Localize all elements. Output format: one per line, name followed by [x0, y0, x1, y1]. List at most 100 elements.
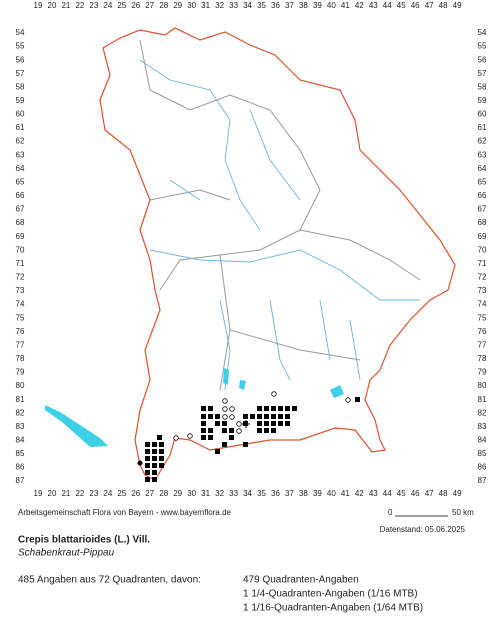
y-label: 61 — [16, 123, 25, 132]
scale-end: 50 km — [452, 508, 474, 517]
occurrence — [201, 414, 206, 419]
old-records — [173, 391, 351, 441]
y-label: 69 — [478, 232, 487, 241]
x-label: 43 — [369, 489, 378, 498]
y-label: 77 — [16, 340, 25, 349]
x-label: 44 — [383, 1, 392, 10]
x-label: 21 — [61, 1, 70, 10]
old-record — [229, 406, 235, 412]
occurrence — [257, 406, 262, 411]
y-label: 87 — [16, 476, 25, 485]
y-label: 69 — [16, 232, 25, 241]
y-label: 74 — [16, 300, 25, 309]
y-label: 75 — [16, 313, 25, 322]
occurrence — [152, 456, 157, 461]
occurrence — [257, 428, 262, 433]
occurrence — [201, 406, 206, 411]
x-label: 40 — [327, 1, 336, 10]
x-label: 38 — [299, 1, 308, 10]
occurrence — [208, 435, 213, 440]
lake — [239, 380, 246, 390]
occurrence — [201, 428, 206, 433]
x-label: 23 — [89, 489, 98, 498]
occurrence — [208, 428, 213, 433]
x-label: 39 — [313, 1, 322, 10]
x-label: 20 — [48, 489, 57, 498]
x-label: 44 — [383, 489, 392, 498]
x-label: 26 — [131, 1, 140, 10]
occurrence — [271, 414, 276, 419]
y-label: 61 — [478, 123, 487, 132]
occurrences — [137, 397, 360, 482]
y-label: 55 — [478, 42, 487, 51]
x-label: 37 — [285, 489, 294, 498]
x-label: 25 — [117, 1, 126, 10]
x-label: 24 — [103, 489, 112, 498]
y-label: 60 — [478, 110, 487, 119]
detail: 479 Quadranten-Angaben — [243, 575, 359, 586]
lake — [45, 405, 108, 447]
occurrence — [271, 428, 276, 433]
y-label: 81 — [478, 395, 487, 404]
grid-labels: 19 19 20 20 21 21 22 22 23 23 24 24 25 25 26 26 27 27 28 28… — [16, 1, 487, 498]
y-label: 73 — [16, 286, 25, 295]
occurrence — [257, 414, 262, 419]
y-label: 78 — [478, 354, 487, 363]
y-label: 81 — [16, 395, 25, 404]
occurrence — [201, 421, 206, 426]
x-label: 36 — [271, 1, 280, 10]
occurrence — [201, 435, 206, 440]
y-label: 84 — [16, 436, 25, 445]
y-label: 86 — [16, 463, 25, 472]
y-label: 57 — [16, 69, 25, 78]
x-label: 39 — [313, 489, 322, 498]
old-record — [236, 428, 242, 434]
x-label: 35 — [257, 489, 266, 498]
x-label: 36 — [271, 489, 280, 498]
y-label: 85 — [16, 449, 25, 458]
old-record — [229, 414, 235, 420]
x-label: 42 — [355, 1, 364, 10]
region-borders — [139, 39, 421, 391]
occurrence — [278, 414, 283, 419]
y-label: 66 — [16, 191, 25, 200]
occurrence — [278, 421, 283, 426]
x-label: 29 — [173, 1, 182, 10]
occurrence — [152, 477, 157, 482]
occurrence — [208, 414, 213, 419]
lake — [223, 368, 229, 385]
occurrence — [145, 442, 150, 447]
y-label: 77 — [478, 340, 487, 349]
x-label: 25 — [117, 489, 126, 498]
y-label: 80 — [478, 381, 487, 390]
occurrence — [285, 406, 290, 411]
x-label: 24 — [103, 1, 112, 10]
state-outline — [99, 27, 456, 481]
y-label: 71 — [16, 259, 25, 268]
old-record — [187, 433, 193, 439]
y-label: 79 — [478, 368, 487, 377]
y-label: 56 — [478, 55, 487, 64]
x-label: 33 — [229, 489, 238, 498]
y-label: 70 — [478, 245, 487, 254]
old-record — [222, 406, 228, 412]
x-label: 19 — [34, 1, 43, 10]
occurrence — [264, 406, 269, 411]
x-label: 34 — [243, 1, 252, 10]
occurrence — [222, 428, 227, 433]
x-label: 27 — [145, 1, 154, 10]
occurrence — [159, 449, 164, 454]
y-label: 67 — [16, 205, 25, 214]
occurrence — [137, 460, 143, 466]
y-label: 85 — [478, 449, 487, 458]
x-label: 41 — [341, 489, 350, 498]
y-label: 63 — [478, 150, 487, 159]
y-label: 60 — [16, 110, 25, 119]
detail: 1 1/16-Quadranten-Angaben (1/64 MTB) — [243, 603, 423, 614]
occurrence — [355, 397, 360, 402]
occurrence — [243, 442, 248, 447]
y-label: 56 — [16, 55, 25, 64]
y-label: 82 — [16, 408, 25, 417]
y-label: 83 — [478, 422, 487, 431]
occurrence — [243, 414, 248, 419]
